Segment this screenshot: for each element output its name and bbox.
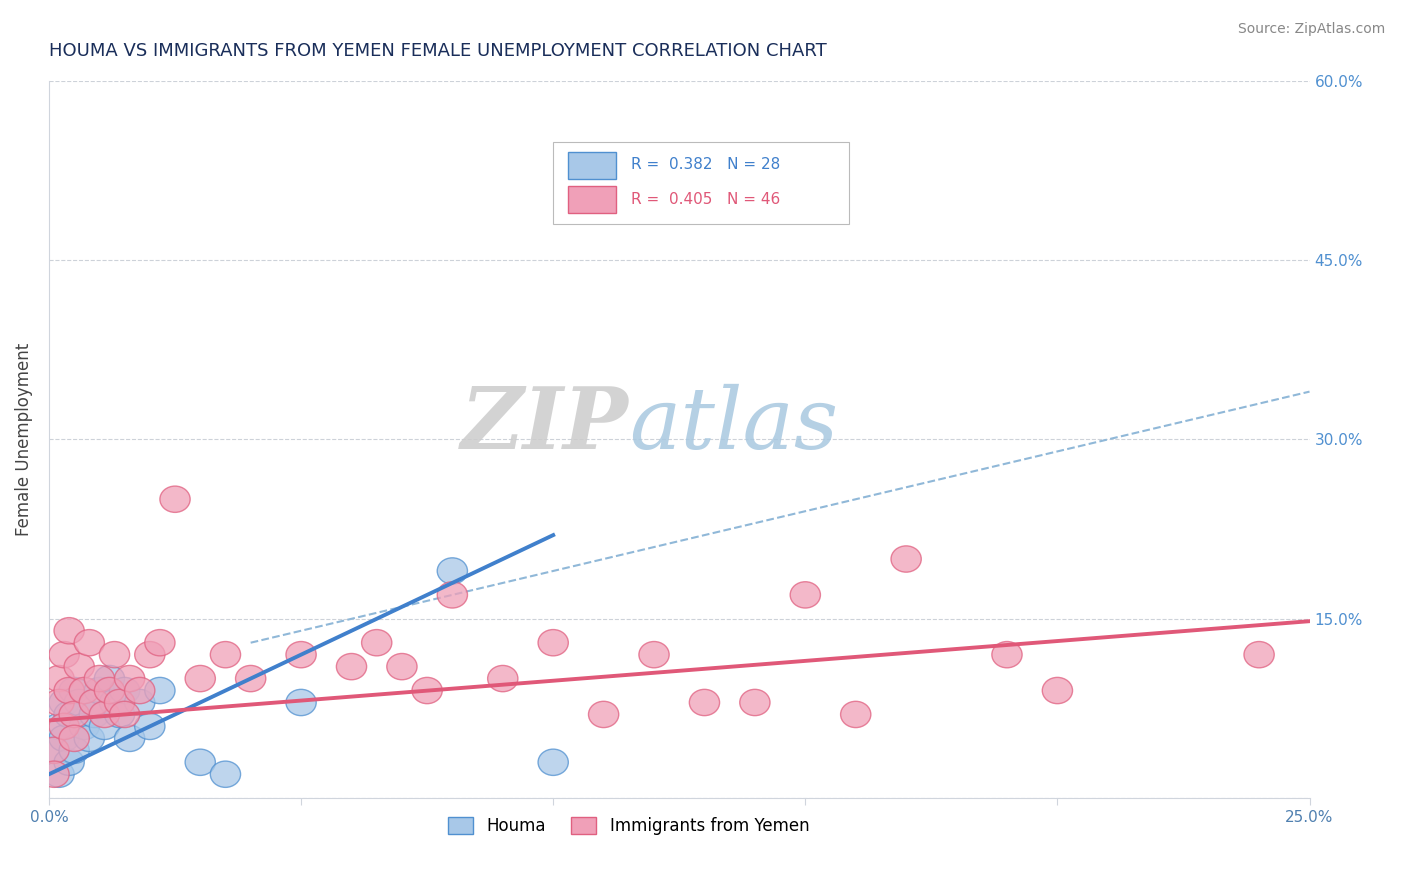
Ellipse shape [145,677,174,704]
Ellipse shape [59,737,90,764]
Ellipse shape [1042,677,1073,704]
Ellipse shape [49,725,79,752]
Ellipse shape [75,630,104,656]
Ellipse shape [1244,641,1274,668]
Ellipse shape [488,665,517,691]
Text: R =  0.382   N = 28: R = 0.382 N = 28 [631,157,780,172]
Ellipse shape [285,690,316,715]
Bar [568,186,616,213]
Ellipse shape [65,654,94,680]
Ellipse shape [437,558,467,584]
Ellipse shape [39,737,69,764]
Ellipse shape [53,677,84,704]
Ellipse shape [114,665,145,691]
Ellipse shape [125,677,155,704]
Ellipse shape [100,641,129,668]
Ellipse shape [104,690,135,715]
Ellipse shape [135,641,165,668]
Ellipse shape [538,749,568,775]
Ellipse shape [790,582,821,608]
Ellipse shape [59,677,90,704]
Y-axis label: Female Unemployment: Female Unemployment [15,343,32,536]
Ellipse shape [90,701,120,728]
Text: R =  0.405   N = 46: R = 0.405 N = 46 [631,192,780,207]
Bar [568,152,616,179]
Ellipse shape [689,690,720,715]
Text: HOUMA VS IMMIGRANTS FROM YEMEN FEMALE UNEMPLOYMENT CORRELATION CHART: HOUMA VS IMMIGRANTS FROM YEMEN FEMALE UN… [49,42,827,60]
Ellipse shape [44,665,75,691]
Ellipse shape [94,665,125,691]
Ellipse shape [991,641,1022,668]
Ellipse shape [110,677,139,704]
Ellipse shape [44,714,75,739]
Ellipse shape [84,677,114,704]
Ellipse shape [135,714,165,739]
Ellipse shape [44,690,75,715]
Ellipse shape [104,701,135,728]
Ellipse shape [361,630,392,656]
Ellipse shape [39,737,69,764]
Ellipse shape [49,641,79,668]
Ellipse shape [44,761,75,788]
Ellipse shape [841,701,870,728]
Ellipse shape [53,617,84,644]
Ellipse shape [59,725,90,752]
FancyBboxPatch shape [553,142,849,224]
Ellipse shape [740,690,770,715]
Ellipse shape [589,701,619,728]
Ellipse shape [387,654,418,680]
Ellipse shape [79,701,110,728]
Ellipse shape [336,654,367,680]
Ellipse shape [84,665,114,691]
Ellipse shape [211,761,240,788]
Ellipse shape [236,665,266,691]
Ellipse shape [79,690,110,715]
Ellipse shape [59,701,90,728]
Ellipse shape [638,641,669,668]
Ellipse shape [110,701,139,728]
Text: ZIP: ZIP [461,384,628,467]
Ellipse shape [437,582,467,608]
Ellipse shape [65,690,94,715]
Ellipse shape [114,725,145,752]
Ellipse shape [49,690,79,715]
Ellipse shape [69,714,100,739]
Text: atlas: atlas [628,384,838,467]
Ellipse shape [186,749,215,775]
Ellipse shape [69,677,100,704]
Ellipse shape [53,749,84,775]
Ellipse shape [75,725,104,752]
Ellipse shape [891,546,921,572]
Ellipse shape [94,677,125,704]
Legend: Houma, Immigrants from Yemen: Houma, Immigrants from Yemen [440,809,817,844]
Ellipse shape [90,714,120,739]
Ellipse shape [125,690,155,715]
Ellipse shape [186,665,215,691]
Ellipse shape [412,677,443,704]
Ellipse shape [285,641,316,668]
Ellipse shape [211,641,240,668]
Ellipse shape [100,690,129,715]
Text: Source: ZipAtlas.com: Source: ZipAtlas.com [1237,22,1385,37]
Ellipse shape [49,714,79,739]
Ellipse shape [39,761,69,788]
Ellipse shape [145,630,174,656]
Ellipse shape [538,630,568,656]
Ellipse shape [53,701,84,728]
Ellipse shape [160,486,190,512]
